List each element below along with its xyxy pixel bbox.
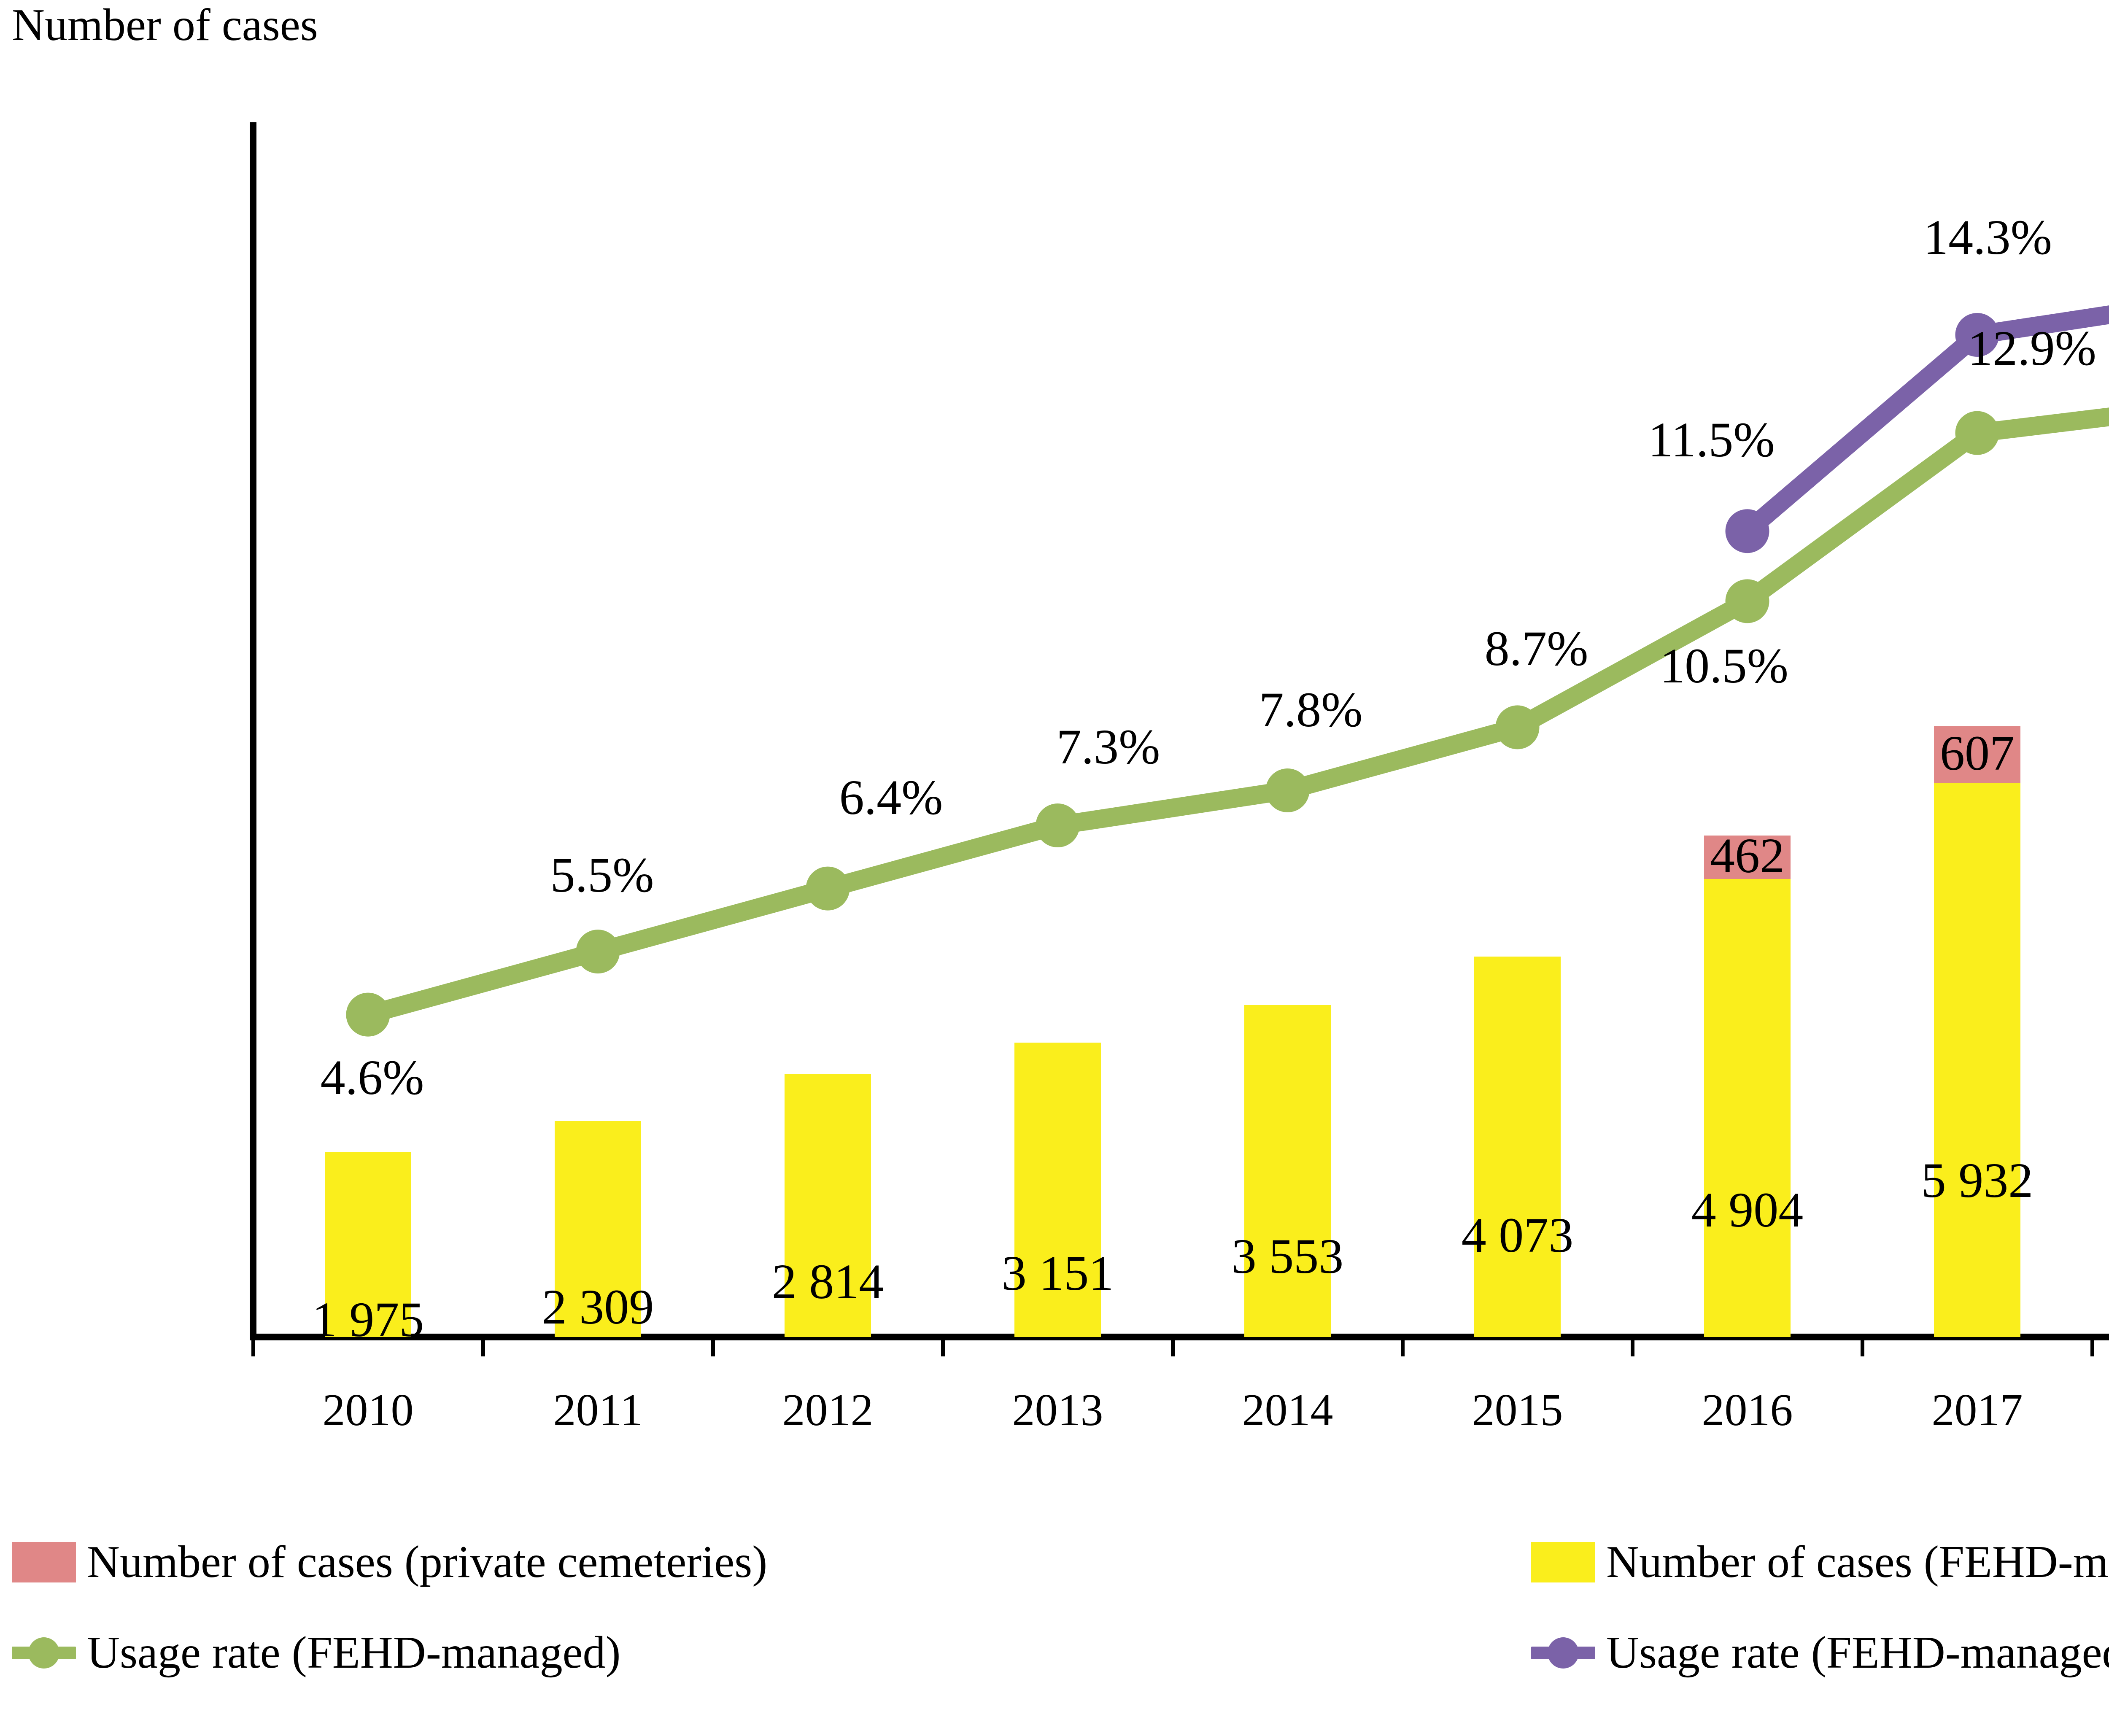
x-axis-tick-mark	[1171, 1337, 1175, 1356]
usage-rate-fehd-marker	[1265, 768, 1310, 812]
legend-label: Usage rate (FEHD-managed and private cem…	[1606, 1628, 2109, 1678]
bar-label-fehd: 2 309	[542, 1279, 654, 1334]
x-axis-tick-label: 2011	[553, 1385, 643, 1435]
usage-rate-fehd-marker	[1036, 803, 1080, 848]
legend-line-marker-icon	[12, 1633, 76, 1673]
bar-fehd-managed	[1934, 782, 2020, 1337]
usage-rate-fehd-label: 6.4%	[839, 769, 943, 825]
usage-rate-combined-label: 11.5%	[1648, 412, 1775, 468]
bar-label-fehd: 3 553	[1231, 1229, 1344, 1284]
usage-rate-fehd-marker	[346, 992, 390, 1037]
x-axis-tick-label: 2012	[782, 1385, 874, 1435]
line-series-layer	[346, 305, 2109, 1037]
x-axis-tick-label: 2017	[1931, 1385, 2023, 1435]
legend-item[interactable]: Usage rate (FEHD-managed)	[12, 1630, 620, 1676]
usage-rate-fehd-marker	[1955, 411, 1999, 455]
plot-area: 2 0004 0006 0008 00010 00012 000 2%4%6%8…	[250, 122, 2109, 1433]
bar-label-fehd: 4 904	[1691, 1182, 1804, 1237]
usage-rate-combined-label: 14.3%	[1923, 209, 2052, 265]
usage-rate-fehd-label: 10.5%	[1660, 638, 1788, 694]
bar-label-fehd: 5 932	[1921, 1153, 2033, 1208]
y-axis-left-line	[250, 122, 256, 1337]
usage-rate-combined-line	[1738, 305, 2109, 541]
bar-label-fehd: 3 151	[1001, 1245, 1114, 1301]
x-axis-tick-label: 2010	[322, 1385, 414, 1435]
x-axis-tick-label: 2015	[1472, 1385, 1563, 1435]
legend-line-marker-icon	[1531, 1633, 1595, 1673]
usage-rate-fehd-line	[359, 407, 2109, 1024]
legend-item[interactable]: Number of cases (private cemeteries)	[12, 1539, 767, 1585]
x-axis-tick-mark	[251, 1337, 255, 1356]
bar-label-fehd: 1 975	[312, 1292, 424, 1347]
legend-label: Usage rate (FEHD-managed)	[87, 1628, 621, 1678]
usage-rate-fehd-marker	[1725, 579, 1769, 623]
legend-dot-icon	[28, 1637, 59, 1669]
bar-label-fehd: 4 073	[1461, 1208, 1574, 1263]
usage-rate-fehd-label: 7.3%	[1056, 719, 1160, 775]
left-axis-title: Number of cases	[12, 0, 318, 50]
usage-rate-fehd-label: 12.9%	[1968, 320, 2096, 376]
usage-rate-fehd-label: 8.7%	[1484, 621, 1588, 677]
legend-label: Number of cases (FEHD-managed)	[1606, 1537, 2109, 1587]
bar-fehd-managed	[555, 1121, 641, 1337]
bar-fehd-managed	[1704, 879, 1791, 1337]
x-axis-tick-label: 2016	[1702, 1385, 1793, 1435]
bar-fehd-managed	[785, 1074, 871, 1337]
bar-label-private: 462	[1710, 828, 1785, 884]
usage-rate-fehd-label: 4.6%	[320, 1049, 424, 1105]
x-axis-tick-mark	[1861, 1337, 1864, 1356]
usage-rate-combined-marker	[1725, 509, 1769, 553]
bar-fehd-managed	[1014, 1042, 1101, 1337]
legend: Number of cases (private cemeteries) Numb…	[0, 1539, 2109, 1725]
x-axis-tick-mark	[2090, 1337, 2094, 1356]
x-axis-tick-mark	[941, 1337, 945, 1356]
bar-fehd-managed	[325, 1152, 411, 1337]
usage-rate-fehd-marker	[806, 866, 850, 911]
legend-dot-icon	[1548, 1637, 1579, 1669]
bar-label-fehd: 2 814	[771, 1254, 884, 1309]
usage-rate-fehd-label: 7.8%	[1259, 682, 1363, 737]
usage-rate-fehd-marker	[1495, 705, 1540, 749]
legend-swatch-icon	[12, 1542, 76, 1582]
usage-rate-fehd-label: 5.5%	[550, 847, 654, 903]
legend-item[interactable]: Usage rate (FEHD-managed and private cem…	[1531, 1630, 2109, 1676]
legend-swatch-icon	[1531, 1542, 1595, 1582]
bar-label-private: 607	[1940, 725, 2015, 781]
x-axis-tick-mark	[1401, 1337, 1405, 1356]
x-axis-tick-label: 2013	[1012, 1385, 1103, 1435]
bar-fehd-managed	[1474, 956, 1561, 1337]
legend-label: Number of cases (private cemeteries)	[87, 1537, 768, 1587]
bar-private-cemeteries	[1934, 726, 2020, 783]
usage-rate-fehd-marker	[576, 930, 620, 974]
x-axis-tick-mark	[481, 1337, 485, 1356]
bar-fehd-managed	[1244, 1005, 1331, 1337]
legend-item[interactable]: Number of cases (FEHD-managed)	[1531, 1539, 2109, 1585]
x-axis-tick-mark	[1631, 1337, 1634, 1356]
usage-rate-combined-marker	[1955, 313, 1999, 357]
x-axis-tick-label: 2014	[1242, 1385, 1333, 1435]
x-axis-tick-mark	[711, 1337, 715, 1356]
bar-private-cemeteries	[1704, 836, 1791, 879]
